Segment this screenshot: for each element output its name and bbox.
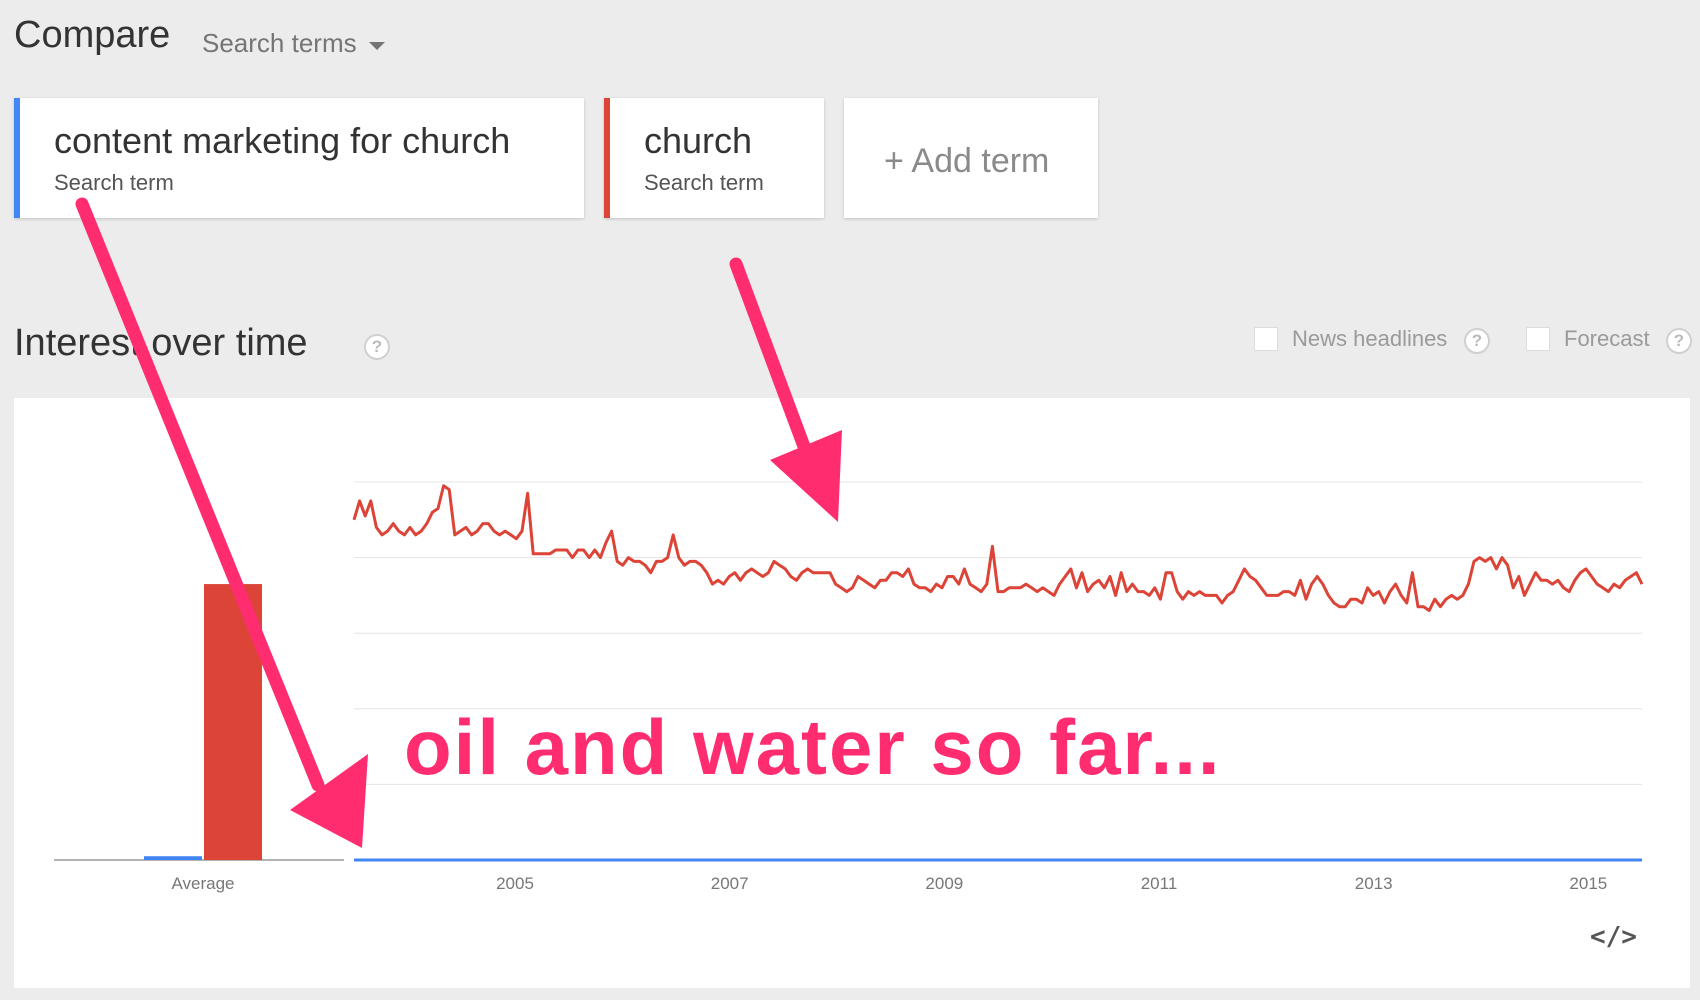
forecast-option[interactable]: Forecast [1526, 326, 1650, 352]
term-name: church [644, 120, 753, 161]
compare-title: Compare [14, 14, 171, 56]
term-subtitle: Search term [644, 170, 764, 195]
search-terms-dropdown[interactable]: Search terms [202, 28, 385, 59]
forecast-label: Forecast [1564, 326, 1650, 351]
section-title: Interest over time [14, 322, 308, 364]
add-term-label: + Add term [884, 142, 1050, 180]
term-subtitle: Search term [54, 170, 174, 195]
chevron-down-icon [368, 41, 385, 50]
term-card-content-marketing[interactable]: content marketing for church Search term [14, 98, 584, 218]
add-term-button[interactable]: + Add term [844, 98, 1098, 218]
news-headlines-checkbox[interactable] [1254, 327, 1278, 351]
news-help-icon[interactable]: ? [1464, 328, 1490, 354]
search-terms-dropdown-label: Search terms [202, 28, 357, 58]
news-headlines-option[interactable]: News headlines [1254, 326, 1447, 352]
forecast-checkbox[interactable] [1526, 327, 1550, 351]
term-card-church[interactable]: church Search term [604, 98, 824, 218]
annotation-text: oil and water so far... [403, 702, 1222, 793]
forecast-help-icon[interactable]: ? [1666, 328, 1692, 354]
help-icon[interactable]: ? [364, 334, 390, 360]
embed-code-icon[interactable]: </> [1590, 922, 1637, 952]
term-name: content marketing for church [54, 120, 511, 161]
chart-panel [14, 398, 1690, 988]
news-headlines-label: News headlines [1292, 326, 1448, 351]
